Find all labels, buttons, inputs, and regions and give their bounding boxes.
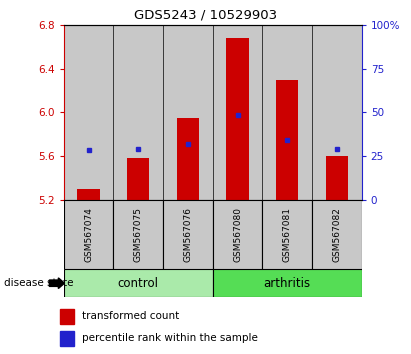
Text: GSM567080: GSM567080 [233,207,242,262]
Bar [312,25,362,200]
Bar [113,200,163,269]
Bar [312,200,362,269]
Bar [77,189,100,200]
Bar [326,156,348,200]
Bar [113,25,163,200]
Text: GSM567076: GSM567076 [183,207,192,262]
Text: GSM567075: GSM567075 [134,207,143,262]
Bar [177,118,199,200]
Text: GSM567082: GSM567082 [332,207,342,262]
Text: percentile rank within the sample: percentile rank within the sample [82,333,258,343]
Text: GSM567081: GSM567081 [283,207,292,262]
Bar [262,25,312,200]
Bar [64,200,113,269]
Bar [127,158,149,200]
Text: control: control [118,277,159,290]
Bar [163,25,213,200]
Bar [213,200,262,269]
Bar [163,200,213,269]
Bar [213,269,362,297]
Text: disease state: disease state [4,278,74,288]
Text: GSM567074: GSM567074 [84,207,93,262]
Bar [64,25,113,200]
Bar [60,309,74,324]
Text: GDS5243 / 10529903: GDS5243 / 10529903 [134,9,277,22]
Bar [213,25,262,200]
Bar [60,331,74,346]
Bar [64,269,213,297]
Text: arthritis: arthritis [263,277,311,290]
Bar [276,80,298,200]
Text: transformed count: transformed count [82,312,179,321]
Bar [262,200,312,269]
Bar [226,38,249,200]
